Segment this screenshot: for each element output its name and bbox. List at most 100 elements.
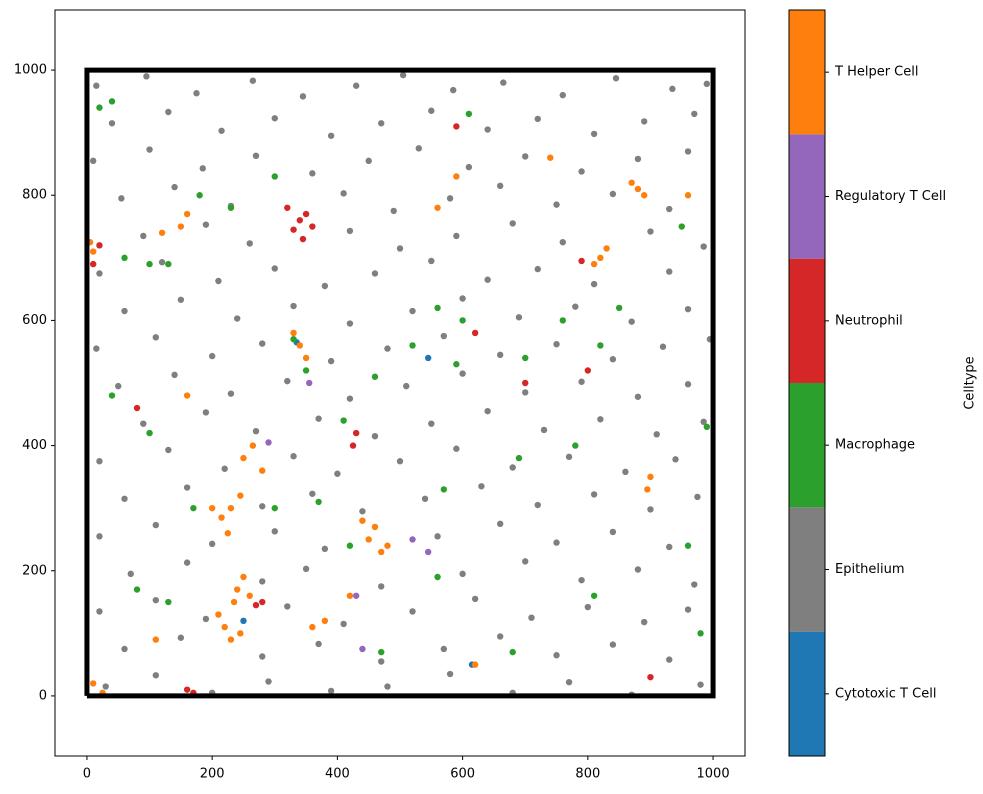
cell-point: [221, 623, 228, 631]
y-tick-label: 600: [22, 313, 47, 328]
cell-point: [152, 334, 160, 341]
colorbar-tick-label: Epithelium: [835, 562, 905, 577]
cell-point: [666, 205, 673, 213]
cell-point: [647, 473, 654, 481]
cell-point: [509, 464, 516, 471]
cell-point: [108, 392, 116, 399]
cell-point: [230, 598, 238, 606]
cell-point: [340, 190, 347, 197]
cell-point: [672, 456, 679, 463]
cell-point: [553, 201, 560, 208]
cell-point: [359, 645, 366, 653]
colorbar-tick-label: Regulatory T Cell: [835, 189, 946, 204]
cell-point: [684, 305, 692, 313]
cell-point: [578, 576, 585, 584]
cell-point: [378, 583, 385, 590]
cell-point: [352, 592, 360, 599]
cell-point: [290, 302, 297, 310]
cell-point: [315, 498, 322, 506]
cell-point: [221, 465, 228, 472]
cell-point: [259, 578, 266, 585]
cell-point: [327, 687, 335, 695]
cell-point: [471, 661, 479, 668]
cell-point: [697, 630, 704, 637]
cell-point: [246, 240, 253, 247]
cell-point: [666, 543, 673, 551]
cell-point: [240, 573, 247, 581]
cell-point: [237, 630, 244, 637]
y-tick-label: 400: [22, 438, 47, 453]
cell-point: [183, 686, 191, 693]
cell-point: [306, 379, 313, 387]
cell-point: [440, 486, 448, 493]
cell-point: [121, 254, 128, 262]
cell-point: [371, 432, 379, 440]
cell-point: [152, 636, 160, 643]
cell-point: [177, 634, 185, 641]
cell-point: [227, 504, 235, 512]
cell-point: [384, 542, 391, 549]
cell-point: [346, 227, 354, 235]
cell-point: [165, 446, 172, 454]
cell-point: [578, 257, 585, 265]
cell-point: [218, 514, 225, 521]
cell-point: [165, 108, 172, 116]
cell-point: [290, 226, 297, 233]
cell-point: [465, 110, 473, 118]
cell-point: [346, 395, 354, 402]
cell-point: [534, 501, 541, 509]
cell-point: [471, 595, 479, 603]
cell-point: [271, 115, 278, 122]
cell-point: [152, 596, 160, 604]
cell-point: [522, 379, 529, 387]
cell-point: [700, 243, 707, 250]
cell-point: [666, 656, 673, 663]
cell-point: [409, 307, 416, 315]
cell-point: [346, 542, 354, 549]
cell-point: [553, 539, 560, 546]
cell-point: [509, 648, 516, 656]
cell-point: [321, 545, 329, 553]
cell-point: [259, 503, 266, 510]
cell-point: [465, 163, 473, 171]
cell-point: [302, 354, 310, 362]
cell-point: [371, 373, 379, 380]
cell-point: [666, 268, 673, 275]
cell-point: [299, 93, 307, 100]
boundary: [84, 67, 716, 699]
cell-point: [590, 280, 598, 288]
cell-point: [559, 317, 566, 324]
colorbar-tick-label: T Helper Cell: [834, 65, 918, 80]
cell-point: [284, 204, 291, 211]
cell-point: [284, 603, 291, 610]
x-tick-label: 600: [450, 767, 475, 782]
cell-point: [165, 598, 172, 606]
cell-point: [515, 314, 523, 321]
cell-point: [359, 508, 366, 515]
x-tick-label: 1000: [697, 767, 730, 782]
cell-point: [96, 242, 103, 249]
cell-point: [434, 204, 441, 211]
cell-point: [634, 185, 642, 193]
cell-point: [296, 342, 304, 349]
cell-point: [678, 223, 685, 230]
cell-point: [265, 439, 272, 446]
cell-point: [434, 304, 441, 312]
cell-point: [522, 354, 529, 362]
cell-point: [252, 152, 260, 160]
cell-point: [669, 85, 676, 93]
cell-point: [352, 82, 360, 89]
cell-point: [146, 260, 153, 268]
cell-point: [540, 426, 548, 434]
cell-point: [252, 427, 260, 435]
cell-point: [121, 495, 128, 502]
cell-point: [143, 73, 150, 80]
cell-point: [496, 351, 504, 359]
cell-point: [171, 183, 178, 191]
cell-point: [403, 382, 410, 390]
cell-point: [133, 404, 141, 412]
cell-point: [534, 265, 541, 273]
cell-point: [152, 521, 160, 529]
x-tick-label: 800: [575, 767, 600, 782]
